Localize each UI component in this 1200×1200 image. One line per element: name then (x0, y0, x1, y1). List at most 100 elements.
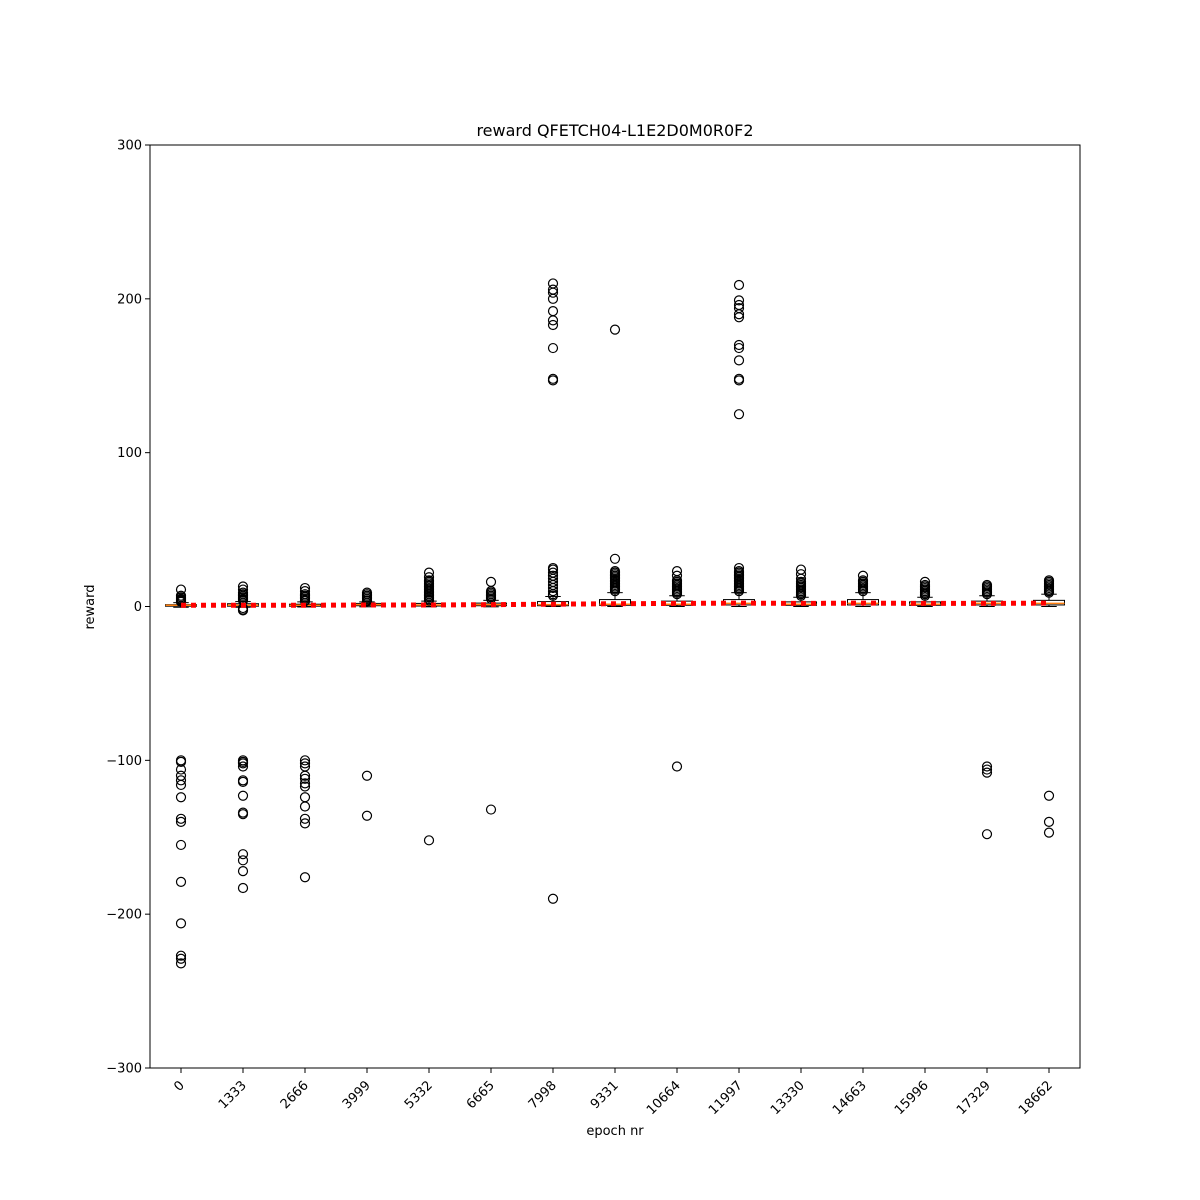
outlier-point (547, 293, 559, 304)
x-tick-label: 17329 (954, 1078, 994, 1118)
outlier-point (609, 586, 621, 597)
outlier-point (547, 375, 559, 386)
outlier-point (547, 342, 559, 354)
outlier-point (423, 595, 435, 606)
box-15996 (909, 576, 941, 607)
outlier-point (175, 839, 187, 851)
outlier-point (361, 810, 373, 821)
x-tick-label: 3999 (340, 1078, 374, 1112)
outlier-point (1043, 587, 1055, 598)
x-tick-label: 11997 (706, 1078, 746, 1118)
x-tick-label: 7998 (526, 1078, 560, 1112)
box-13330 (785, 564, 817, 607)
outlier-point (547, 306, 559, 317)
outlier-point (547, 287, 559, 298)
outlier-point (423, 835, 435, 846)
x-tick-label: 1333 (216, 1078, 250, 1112)
outlier-point (981, 589, 993, 600)
y-tick-label: −300 (106, 1062, 142, 1077)
outlier-point (175, 756, 187, 767)
x-tick-label: 10664 (644, 1078, 684, 1118)
outlier-point (547, 319, 559, 331)
outlier-point (857, 586, 869, 597)
outlier-point (299, 755, 311, 766)
outlier-point (237, 776, 249, 787)
x-tick-label: 5332 (402, 1078, 436, 1112)
outlier-point (485, 804, 497, 815)
y-tick-label: −200 (106, 908, 142, 923)
outlier-point (175, 775, 187, 786)
box-5332 (413, 567, 445, 846)
outlier-point (237, 865, 249, 877)
x-tick-label: 2666 (278, 1078, 312, 1112)
box-9331 (599, 324, 631, 607)
outlier-point (361, 596, 373, 607)
outlier-point (1043, 790, 1055, 801)
outlier-point (547, 590, 559, 601)
outlier-point (1043, 816, 1055, 827)
outlier-point (733, 375, 745, 386)
boxes-layer (165, 278, 1065, 969)
box-1333 (227, 581, 259, 894)
outlier-point (175, 813, 187, 824)
outlier-point (175, 918, 187, 929)
outlier-point (733, 279, 745, 291)
x-tick-label: 15996 (892, 1078, 932, 1118)
outlier-point (237, 809, 249, 820)
outlier-point (547, 582, 559, 594)
x-tick-label: 18662 (1016, 1078, 1056, 1118)
outlier-point (237, 882, 249, 894)
outlier-point (671, 589, 683, 600)
outlier-point (299, 778, 311, 789)
box-2666 (289, 582, 321, 883)
outlier-point (981, 764, 993, 775)
outlier-point (299, 801, 311, 812)
y-tick-label: −100 (106, 754, 142, 769)
outlier-point (237, 849, 249, 860)
box-10664 (661, 566, 693, 772)
outlier-point (547, 315, 559, 326)
box-iqr (1033, 599, 1065, 606)
y-tick-label: 0 (134, 600, 142, 615)
outlier-point (485, 576, 497, 587)
outlier-point (981, 767, 993, 778)
outlier-point (733, 312, 745, 323)
outlier-point (175, 953, 187, 964)
box-7998 (537, 278, 569, 904)
x-axis-label: epoch nr (586, 1124, 644, 1139)
box-6665 (475, 576, 507, 815)
outlier-point (733, 295, 745, 306)
y-tick-label: 300 (117, 139, 142, 154)
outlier-point (671, 761, 683, 772)
outlier-point (299, 781, 311, 792)
outlier-point (609, 324, 621, 335)
x-axis: 0 1333 2666 3999 5332 6665 7998 9331 10664 11997 1… (171, 1068, 1056, 1118)
outlier-point (299, 792, 311, 803)
outlier-point (175, 950, 187, 961)
outlier-point (299, 758, 311, 769)
outlier-point (299, 770, 311, 781)
y-axis: −300 −200 −100 0 100 200 300 (106, 139, 150, 1077)
outlier-point (175, 876, 187, 887)
outlier-point (237, 855, 249, 866)
outlier-point (733, 409, 745, 420)
outlier-point (175, 764, 187, 775)
box-18662 (1033, 575, 1065, 838)
x-tick-label: 13330 (768, 1078, 808, 1118)
outlier-point (919, 590, 931, 601)
outlier-point (733, 586, 745, 597)
outlier-point (175, 816, 187, 827)
outlier-point (175, 958, 187, 969)
outlier-point (795, 590, 807, 601)
box-3999 (351, 587, 383, 821)
y-tick-label: 200 (117, 292, 142, 307)
outlier-point (733, 339, 745, 351)
outlier-point (547, 586, 559, 597)
outlier-point (299, 818, 311, 829)
outlier-point (361, 770, 373, 781)
box-17329 (971, 579, 1003, 840)
x-tick-label: 0 (171, 1078, 187, 1094)
outlier-point (299, 773, 311, 784)
box-11997 (723, 279, 755, 607)
outlier-point (981, 761, 993, 772)
